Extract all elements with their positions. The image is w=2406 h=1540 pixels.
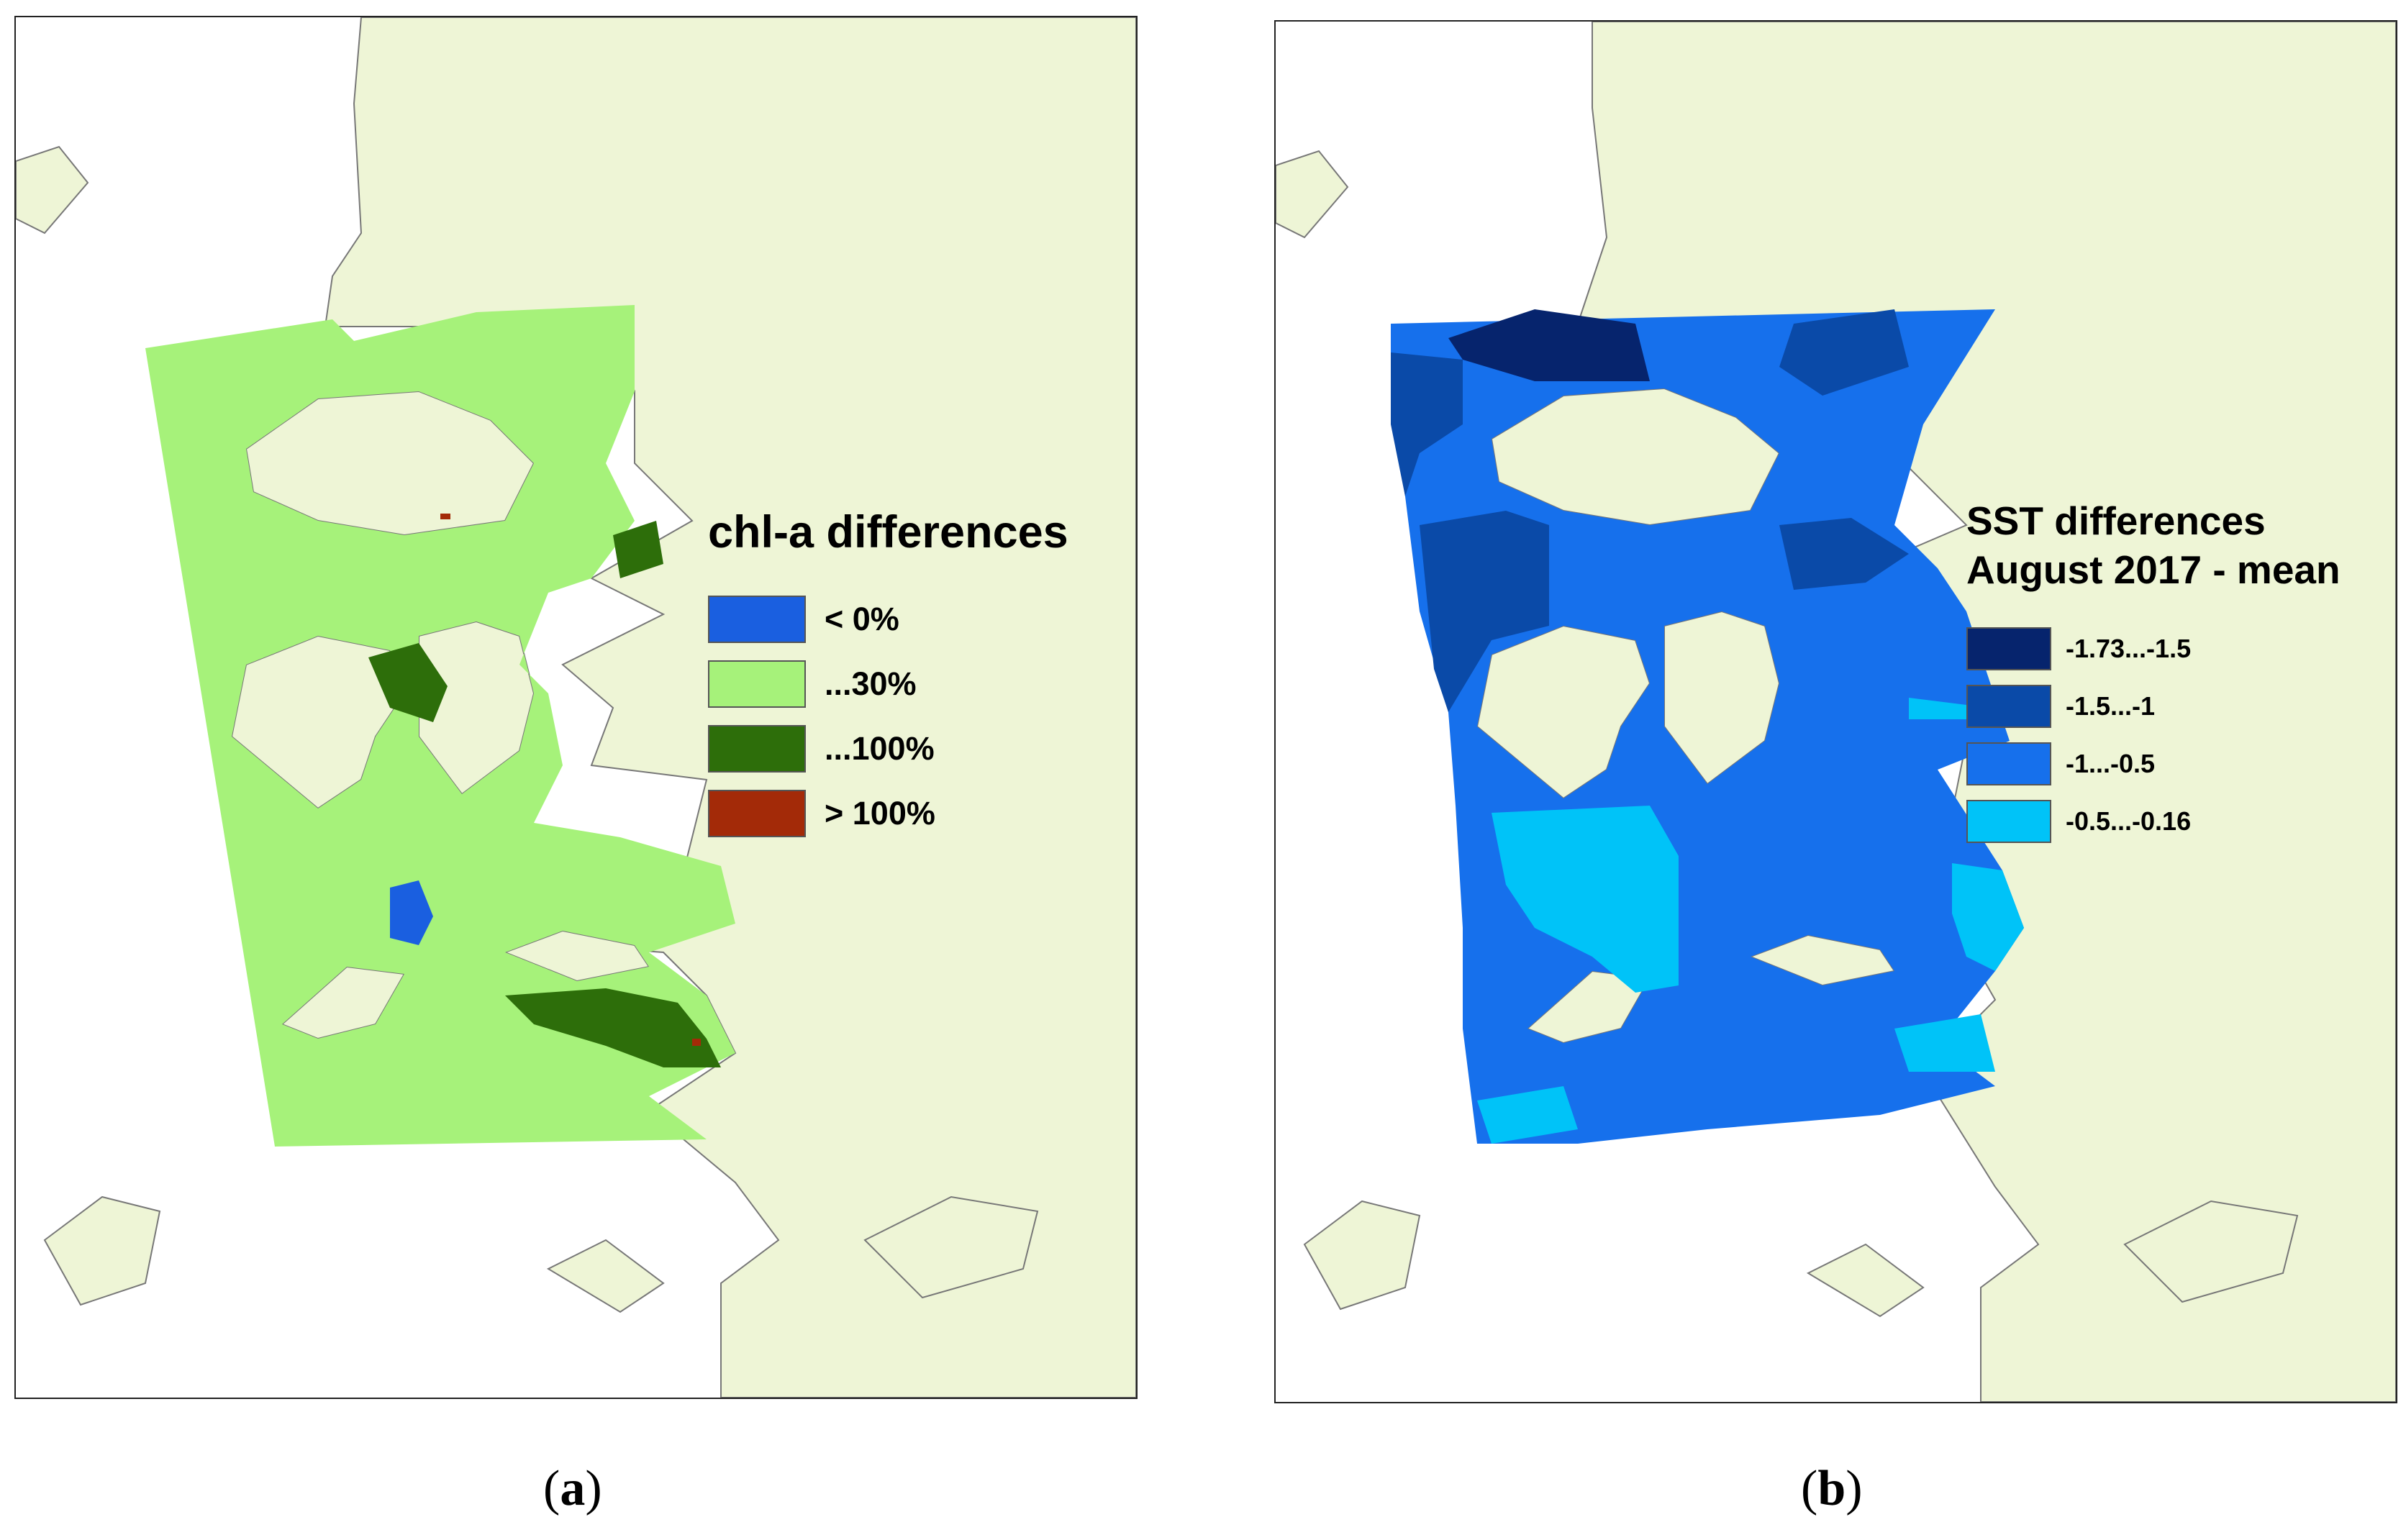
legend-item: ...30% bbox=[708, 652, 1068, 716]
legend-label: ...30% bbox=[825, 665, 917, 702]
island-west-1 bbox=[16, 145, 89, 234]
legend-item: -1.73...-1.5 bbox=[1966, 620, 2341, 678]
chl-a-class-over-100pct-pixel bbox=[692, 1039, 701, 1046]
chl-a-raster bbox=[145, 305, 735, 1147]
sst-class-minus1.5-to-minus1 bbox=[1420, 511, 1549, 712]
sst-class-minus1.5-to-minus1 bbox=[1779, 518, 1909, 590]
map-panel-b: SST differences August 2017 - mean -1.73… bbox=[1274, 20, 2397, 1403]
island-south bbox=[1806, 1243, 1925, 1318]
sst-class-minus1.5-to-minus1 bbox=[1391, 352, 1463, 496]
sst-class-minus0.5-to-minus0.16 bbox=[1477, 1086, 1578, 1144]
legend-swatch bbox=[1966, 742, 2051, 785]
panel-caption-a: (a) bbox=[543, 1460, 602, 1518]
sst-class-minus0.5-to-minus0.16 bbox=[1909, 698, 1966, 719]
island-southeast bbox=[863, 1195, 1039, 1299]
legend-title: chl-a differences bbox=[708, 507, 1068, 557]
caption-open: ( bbox=[1801, 1461, 1818, 1516]
legend-label: < 0% bbox=[825, 601, 899, 637]
sst-class-minus0.5-to-minus0.16 bbox=[1492, 806, 1679, 993]
map-panel-a: chl-a differences < 0% ...30% ...100% > … bbox=[14, 16, 1138, 1399]
island-south bbox=[546, 1239, 665, 1313]
sst-class-minus1.5-to-minus1 bbox=[1779, 309, 1909, 396]
legend-item: -0.5...-0.16 bbox=[1966, 793, 2341, 850]
legend-label: ...100% bbox=[825, 730, 935, 767]
sst-class-minus0.5-to-minus0.16 bbox=[1952, 863, 2024, 971]
legend-label: > 100% bbox=[825, 795, 935, 831]
sst-class-minus1.73-to-minus1.5 bbox=[1448, 309, 1650, 381]
chl-a-class-100pct-patch-3 bbox=[613, 521, 663, 578]
island-west-1 bbox=[1276, 150, 1349, 239]
chl-a-class-100pct-patch-2 bbox=[368, 643, 448, 722]
legend-swatch bbox=[1966, 685, 2051, 728]
legend-swatch bbox=[708, 790, 806, 837]
legend-label: -0.5...-0.16 bbox=[2066, 806, 2192, 836]
caption-close: ) bbox=[585, 1461, 602, 1516]
chl-a-class-negative-patch bbox=[390, 880, 433, 945]
island-southeast bbox=[2123, 1200, 2299, 1303]
legend-sst: SST differences August 2017 - mean -1.73… bbox=[1966, 496, 2341, 850]
chl-a-class-30pct-area bbox=[145, 305, 735, 1147]
caption-letter: a bbox=[560, 1461, 586, 1516]
caption-close: ) bbox=[1846, 1461, 1863, 1516]
sst-class-minus0.5-to-minus0.16 bbox=[1894, 1014, 1995, 1072]
caption-letter: b bbox=[1817, 1461, 1846, 1516]
legend-swatch bbox=[708, 660, 806, 708]
legend-swatch bbox=[1966, 800, 2051, 843]
sst-raster bbox=[1391, 309, 2024, 1144]
legend-item: ...100% bbox=[708, 716, 1068, 781]
legend-item: -1.5...-1 bbox=[1966, 678, 2341, 735]
legend-label: -1...-0.5 bbox=[2066, 749, 2156, 778]
legend-item: > 100% bbox=[708, 781, 1068, 846]
chl-a-class-over-100pct-pixel bbox=[440, 514, 450, 519]
chl-a-class-100pct-patch-1 bbox=[505, 988, 721, 1067]
legend-item: < 0% bbox=[708, 587, 1068, 652]
panel-caption-b: (b) bbox=[1801, 1460, 1863, 1518]
legend-title: SST differences August 2017 - mean bbox=[1966, 498, 2341, 592]
legend-swatch bbox=[708, 725, 806, 773]
legend-item: -1...-0.5 bbox=[1966, 735, 2341, 793]
legend-chl-a: chl-a differences < 0% ...30% ...100% > … bbox=[708, 506, 1068, 846]
island-west-2 bbox=[43, 1195, 161, 1306]
legend-swatch bbox=[708, 596, 806, 643]
legend-label: -1.5...-1 bbox=[2066, 691, 2156, 721]
legend-swatch bbox=[1966, 627, 2051, 670]
island-west-2 bbox=[1303, 1200, 1421, 1311]
legend-label: -1.73...-1.5 bbox=[2066, 634, 2192, 663]
caption-open: ( bbox=[543, 1461, 560, 1516]
